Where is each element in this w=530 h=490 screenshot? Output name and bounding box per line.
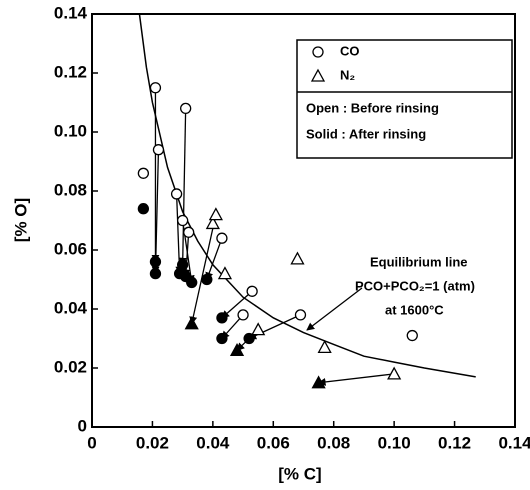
equilibrium-line [138, 13, 476, 378]
point [216, 332, 228, 345]
annotation: PCO+PCO₂=1 (atm) [355, 278, 475, 293]
point [186, 276, 198, 289]
point [290, 251, 305, 265]
point [243, 332, 255, 345]
y-tick-label: 0.12 [54, 62, 87, 81]
rinse-arrow [189, 214, 217, 325]
rinse-arrow [178, 108, 187, 266]
point [387, 366, 402, 380]
legend-marker [312, 46, 324, 58]
point [208, 207, 223, 221]
point [176, 214, 189, 227]
y-tick-label: 0.04 [54, 298, 88, 317]
point [205, 216, 220, 230]
x-tick-label: 0 [87, 433, 96, 452]
point [149, 267, 162, 280]
y-tick-label: 0.06 [54, 239, 87, 258]
point [251, 322, 266, 336]
point [201, 273, 213, 286]
point [311, 375, 326, 389]
y-tick-label: 0 [78, 416, 87, 435]
rinse-arrow [205, 237, 223, 281]
legend-box [296, 39, 513, 159]
rinse-arrow [151, 149, 160, 275]
point [149, 256, 162, 268]
point [170, 188, 183, 200]
rinse-arrow [175, 193, 184, 275]
annotation-arrow [306, 287, 363, 331]
point [294, 309, 307, 321]
point [149, 82, 162, 94]
annotation: Equilibrium line [370, 254, 468, 269]
point [246, 285, 258, 297]
x-tick-label: 0.06 [257, 433, 290, 452]
legend-note: Solid : After rinsing [306, 126, 426, 141]
legend-marker [310, 68, 326, 82]
x-tick-label: 0.14 [498, 433, 530, 452]
point [137, 203, 150, 215]
point [184, 316, 199, 330]
rinse-arrow [317, 373, 395, 386]
point [216, 232, 228, 244]
legend-note: Open : Before rinsing [306, 100, 439, 115]
plot-frame [91, 13, 516, 428]
y-tick-label: 0.14 [54, 3, 88, 22]
annotation: at 1600°C [385, 302, 444, 317]
y-tick-label: 0.10 [54, 121, 87, 140]
point [183, 226, 195, 238]
point [317, 339, 332, 353]
legend-label: CO [340, 43, 360, 58]
x-tick-label: 0.12 [438, 433, 471, 452]
point [216, 312, 228, 324]
point [406, 329, 418, 342]
x-axis-label: [% C] [278, 464, 321, 483]
y-tick-label: 0.02 [54, 357, 87, 376]
x-tick-label: 0.10 [378, 433, 411, 452]
legend-label: N₂ [340, 67, 355, 82]
rinse-arrow [221, 290, 253, 319]
point [152, 144, 165, 156]
point [217, 266, 233, 280]
x-tick-label: 0.02 [136, 433, 169, 452]
y-tick-label: 0.08 [54, 180, 87, 199]
x-tick-label: 0.08 [317, 433, 350, 452]
point [229, 342, 245, 356]
point [180, 102, 192, 115]
x-tick-label: 0.04 [196, 433, 230, 452]
y-axis-label: [% O] [11, 198, 30, 242]
point [237, 309, 249, 321]
point [176, 259, 189, 271]
point [137, 167, 150, 179]
